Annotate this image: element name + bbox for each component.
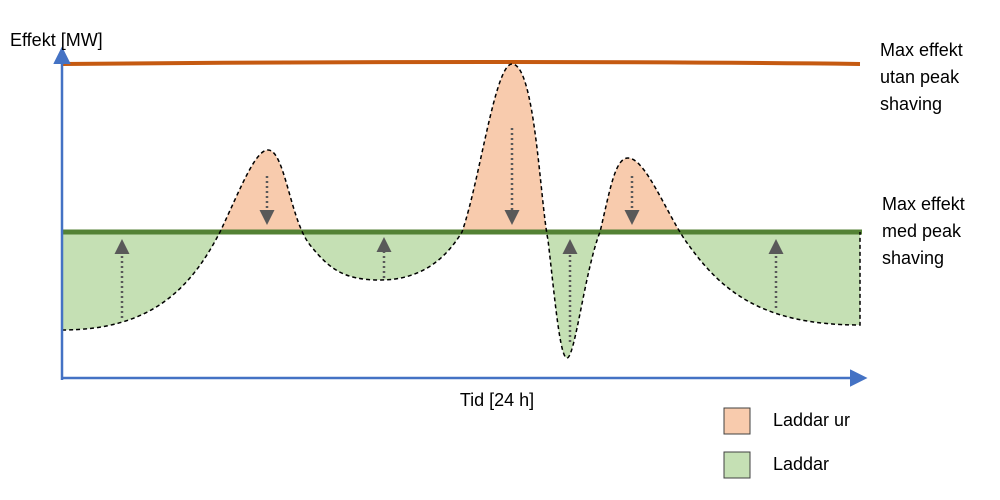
x-axis-label: Tid [24 h] <box>460 390 534 410</box>
max-without-line <box>61 60 861 66</box>
max-with-label: med peak <box>882 221 962 241</box>
legend-label: Laddar ur <box>773 410 850 430</box>
max-without-label: shaving <box>880 94 942 114</box>
load-curve <box>61 63 861 359</box>
shift-arrows <box>114 128 784 342</box>
legend-label: Laddar <box>773 454 829 474</box>
max-without-label: Max effekt <box>880 40 963 60</box>
max-with-label: Max effekt <box>882 194 965 214</box>
y-axis-label: Effekt [MW] <box>10 30 103 50</box>
max-with-label: shaving <box>882 248 944 268</box>
discharge-area <box>62 64 860 232</box>
legend-swatch <box>723 451 751 479</box>
curve-fills <box>62 64 860 358</box>
max-without-label: utan peak <box>880 67 960 87</box>
charge-area <box>62 232 860 358</box>
legend-swatch <box>723 407 751 435</box>
